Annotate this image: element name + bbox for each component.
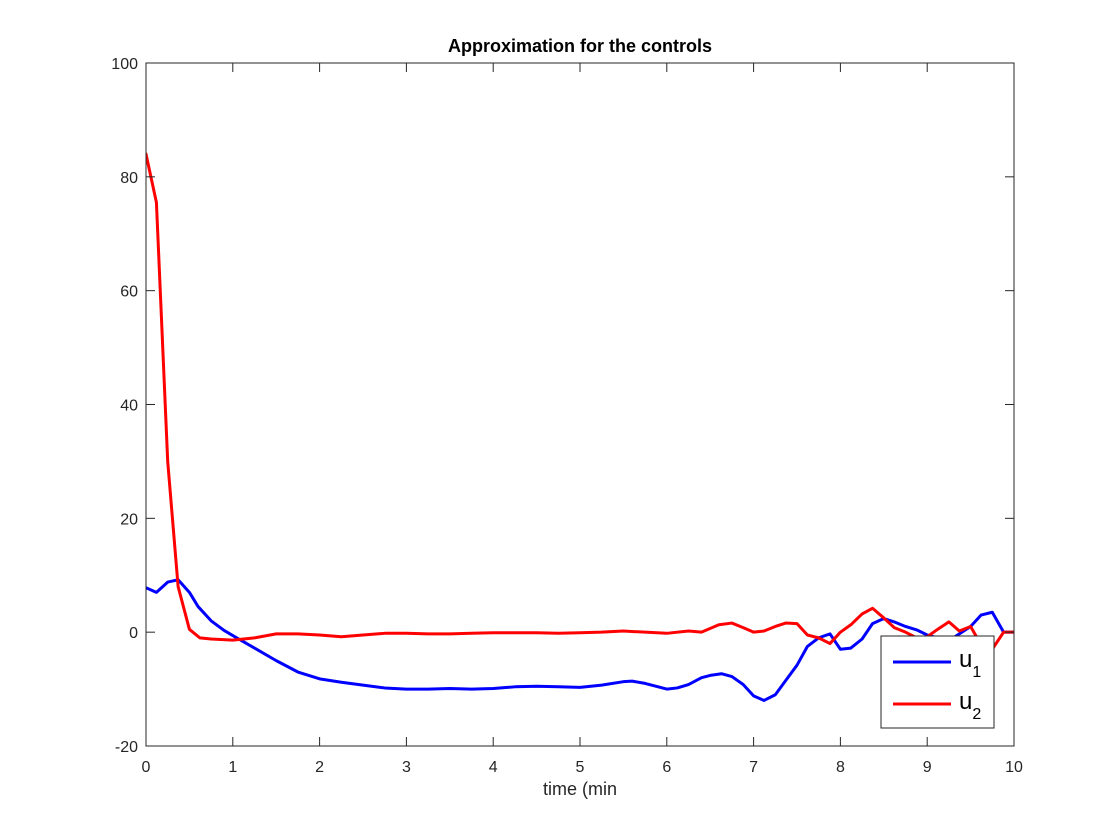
x-tick-label: 5: [576, 759, 585, 776]
x-tick-label: 6: [662, 759, 671, 776]
y-tick-label: -20: [115, 739, 138, 756]
x-axis-label: time (min: [543, 779, 617, 799]
x-tick-label: 1: [228, 759, 237, 776]
y-tick-label: 0: [129, 625, 138, 642]
series-line-1: [146, 578, 1014, 702]
y-tick-label: 20: [120, 511, 138, 528]
x-tick-label: 4: [489, 759, 498, 776]
y-tick-label: 60: [120, 284, 138, 301]
series-layer: [146, 152, 1014, 702]
y-tick-label: 100: [111, 56, 138, 73]
x-tick-label: 3: [402, 759, 411, 776]
x-tick-label: 8: [836, 759, 845, 776]
chart-title: Approximation for the controls: [448, 36, 712, 56]
x-tick-label: 10: [1005, 759, 1023, 776]
y-tick-label: 40: [120, 398, 138, 415]
x-tick-label: 2: [315, 759, 324, 776]
legend-box: [880, 635, 995, 729]
x-tick-label: 7: [749, 759, 758, 776]
y-tick-label: 80: [120, 170, 138, 187]
series-line-2: [146, 152, 1014, 651]
x-tick-label: 0: [142, 759, 151, 776]
x-tick-label: 9: [923, 759, 932, 776]
